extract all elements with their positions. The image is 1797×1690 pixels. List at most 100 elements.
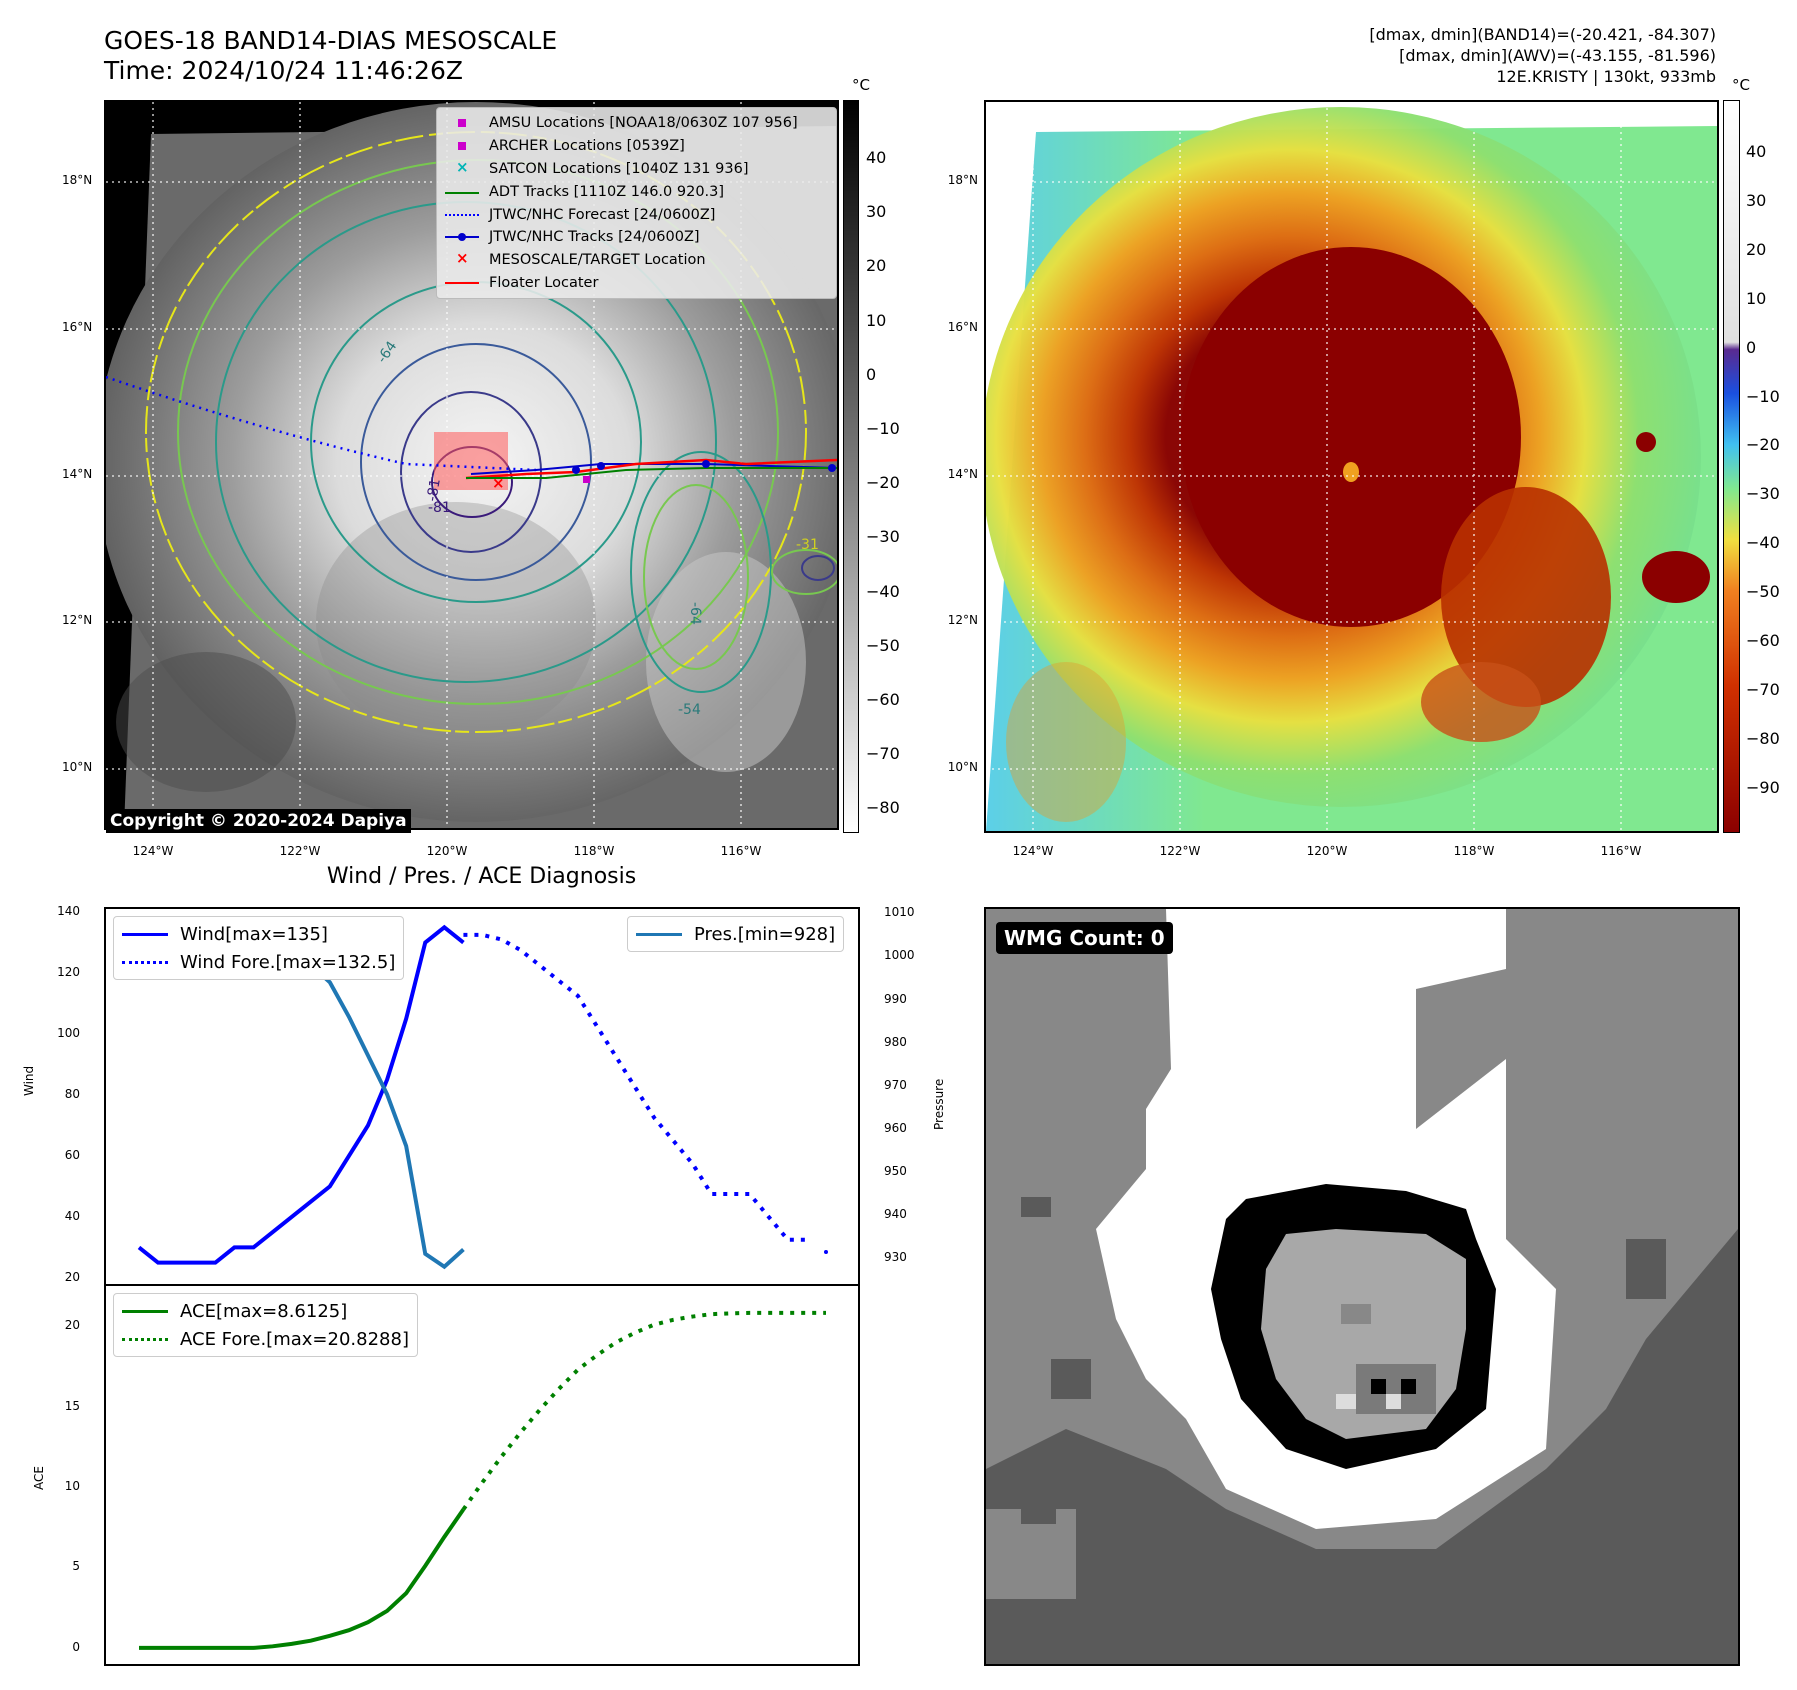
legend-label: ACE[max=8.6125]: [180, 1300, 348, 1322]
gray-colorbar: [843, 100, 859, 833]
gray-colorbar-tick: 30: [866, 202, 887, 222]
stats-line-3: 12E.KRISTY | 130kt, 933mb: [1496, 67, 1716, 86]
gray-colorbar-tick: −60: [866, 690, 900, 709]
pressure-ytick: 940: [884, 1207, 907, 1222]
title-line-2: Time: 2024/10/24 11:46:26Z: [104, 56, 463, 85]
gray-colorbar-tick: −70: [866, 744, 900, 764]
color-colorbar-tick: 0: [1746, 337, 1757, 357]
lat-label: 16°N: [947, 320, 978, 334]
legend-item-target: × MESOSCALE/TARGET Location: [445, 249, 828, 272]
amsu-marker-icon: [445, 116, 479, 130]
color-colorbar-tick: −30: [1746, 484, 1780, 504]
lon-label: 118°W: [1453, 844, 1495, 858]
lon-label: 118°W: [573, 844, 615, 858]
pressure-ytick: 1010: [884, 905, 915, 920]
lon-label: 124°W: [132, 844, 174, 858]
lat-label: 12°N: [62, 613, 93, 627]
satcon-marker-icon: ×: [456, 157, 469, 176]
wind-ytick: 80: [64, 1086, 80, 1101]
color-colorbar-tick: 30: [1746, 190, 1767, 210]
wind-ytick: 140: [57, 904, 80, 919]
color-colorbar-tick: 20: [1746, 239, 1767, 259]
adt-track: [466, 467, 837, 479]
ir-gray-image: × -64 -81 -81 -64 -54 -31: [106, 102, 837, 828]
lon-label: 116°W: [1600, 844, 1642, 858]
ir-color-map: [984, 100, 1719, 833]
legend-ace: ACE[max=8.6125]: [122, 1297, 409, 1325]
pressure-ytick: 1000: [884, 948, 915, 963]
legend-item-jtwc-tracks: JTWC/NHC Tracks [24/0600Z]: [445, 226, 828, 249]
wind-ytick: 40: [64, 1208, 80, 1223]
color-colorbar-unit: °C: [1732, 76, 1750, 94]
lat-label: 10°N: [62, 760, 93, 774]
legend-wind: Wind[max=135]: [122, 920, 395, 948]
jtwc-line-icon: [445, 230, 479, 244]
legend-label: MESOSCALE/TARGET Location: [489, 252, 706, 269]
color-colorbar-tick: 40: [1746, 142, 1767, 161]
ace-ytick: 15: [64, 1398, 80, 1413]
legend-label: Wind Fore.[max=132.5]: [180, 951, 396, 973]
title-line-1: GOES-18 BAND14-DIAS MESOSCALE: [104, 26, 558, 55]
figure-stats: [dmax, dmin](BAND14)=(-20.421, -84.307) …: [1369, 24, 1716, 87]
lon-label: 120°W: [426, 844, 468, 858]
wmg-panel: [984, 907, 1740, 1666]
ace-ytick: 10: [64, 1479, 80, 1494]
wind-line-icon: [122, 932, 168, 936]
gray-colorbar-unit: °C: [852, 76, 870, 94]
pressure-ytick: 950: [884, 1163, 907, 1178]
target-box: [434, 432, 508, 490]
pressure-legend: Pres.[min=928]: [627, 916, 845, 952]
ace-ytick: 0: [72, 1639, 80, 1654]
legend-wind-forecast: Wind Fore.[max=132.5]: [122, 948, 395, 976]
lat-label: 14°N: [947, 467, 978, 481]
contour-label: -81: [428, 500, 451, 516]
legend-item-satcon: × SATCON Locations [1040Z 131 936]: [445, 158, 828, 181]
ace-line-icon: [122, 1309, 168, 1313]
gray-colorbar-tick: −10: [866, 419, 900, 438]
legend-label: Pres.[min=928]: [694, 923, 836, 945]
gray-colorbar-tick: −40: [866, 581, 900, 601]
ir-color-image: [986, 102, 1717, 831]
wmg-dark-region: [986, 1229, 1738, 1664]
ace-ytick: 20: [64, 1318, 80, 1333]
wind-ytick: 60: [64, 1147, 80, 1162]
color-colorbar-tick: −70: [1746, 679, 1780, 699]
gray-colorbar-tick: 10: [866, 310, 887, 330]
legend-label: Wind[max=135]: [180, 923, 328, 945]
legend-item-floater: Floater Locater: [445, 272, 828, 295]
legend-item-archer: ARCHER Locations [0539Z]: [445, 135, 828, 158]
color-colorbar-tick: −60: [1746, 631, 1780, 650]
legend-label: ARCHER Locations [0539Z]: [489, 138, 685, 155]
ace-line: [139, 1508, 466, 1650]
diagnosis-title: Wind / Pres. / ACE Diagnosis: [326, 864, 637, 889]
forecast-line-icon: [445, 208, 479, 222]
legend-label: JTWC/NHC Forecast [24/0600Z]: [489, 206, 716, 223]
legend-label: Floater Locater: [489, 274, 599, 291]
ace-legend: ACE[max=8.6125] ACE Fore.[max=20.8288]: [113, 1293, 418, 1357]
wind-ytick: 100: [57, 1026, 80, 1040]
map-legend: AMSU Locations [NOAA18/0630Z 107 956] AR…: [436, 107, 837, 300]
gray-colorbar-tick: −80: [866, 798, 900, 818]
pressure-line-icon: [636, 932, 682, 936]
archer-marker-icon: [445, 139, 479, 153]
floater-line-icon: [445, 276, 479, 290]
contour-label: -64: [687, 602, 703, 625]
ace-ytick: 5: [72, 1559, 80, 1574]
target-marker: ×: [492, 474, 505, 492]
wmg-image: [986, 909, 1738, 1664]
legend-ace-forecast: ACE Fore.[max=20.8288]: [122, 1325, 409, 1353]
pressure-ytick: 990: [884, 991, 907, 1006]
lon-label: 122°W: [279, 844, 321, 858]
legend-label: SATCON Locations [1040Z 131 936]: [489, 160, 749, 177]
lat-label: 16°N: [62, 320, 93, 334]
adt-line-icon: [445, 185, 479, 199]
contour-label: -81: [424, 477, 444, 502]
wind-ylabel: Wind: [22, 1065, 36, 1096]
legend-label: JTWC/NHC Tracks [24/0600Z]: [489, 229, 700, 246]
pressure-ytick: 980: [884, 1034, 907, 1049]
lat-label: 18°N: [62, 173, 93, 187]
ace-ylabel: ACE: [32, 1466, 46, 1490]
legend-item-adt: ADT Tracks [1110Z 146.0 920.3]: [445, 180, 828, 203]
color-colorbar-tick: −50: [1746, 582, 1780, 602]
color-colorbar-tick: 10: [1746, 288, 1767, 308]
